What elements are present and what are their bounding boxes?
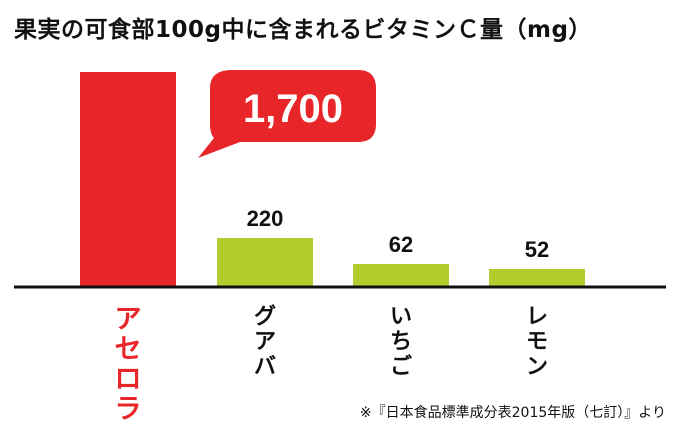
category-label-char: ア (254, 330, 276, 355)
bar-1 (80, 72, 176, 287)
bars-group (80, 72, 585, 287)
value-labels-group: 220 62 52 (247, 206, 550, 262)
value-label-2: 220 (247, 206, 284, 231)
chart-title: 果実の可食部100g中に含まれるビタミンＣ量（mg） (14, 17, 592, 43)
category-label-4: レモン (526, 305, 548, 380)
value-label-1: 1,700 (243, 87, 343, 131)
value-label-4: 52 (525, 237, 549, 262)
category-label-char: セ (115, 334, 142, 365)
highlight-bubble: 1,700 (198, 70, 376, 158)
bar-4 (489, 269, 585, 287)
category-label-2: グアバ (254, 304, 276, 380)
bar-2 (217, 238, 313, 287)
source-note: ※『日本食品標準成分表2015年版（七訂）』より (359, 405, 666, 421)
category-label-char: い (390, 305, 412, 330)
value-label-3: 62 (389, 232, 413, 257)
category-label-char: ア (115, 304, 142, 335)
category-label-char: モ (526, 330, 548, 355)
category-label-char: ロ (115, 364, 142, 395)
category-label-char: ン (526, 355, 548, 380)
category-label-3: いちご (390, 305, 412, 380)
bar-3 (353, 264, 449, 287)
category-label-char: ラ (115, 394, 142, 425)
category-label-char: レ (526, 305, 548, 330)
category-label-char: ち (390, 330, 412, 355)
speech-bubble-shape (198, 70, 376, 158)
category-label-char: バ (254, 355, 276, 380)
category-label-char: ご (390, 354, 412, 380)
category-label-char: グ (254, 304, 276, 330)
